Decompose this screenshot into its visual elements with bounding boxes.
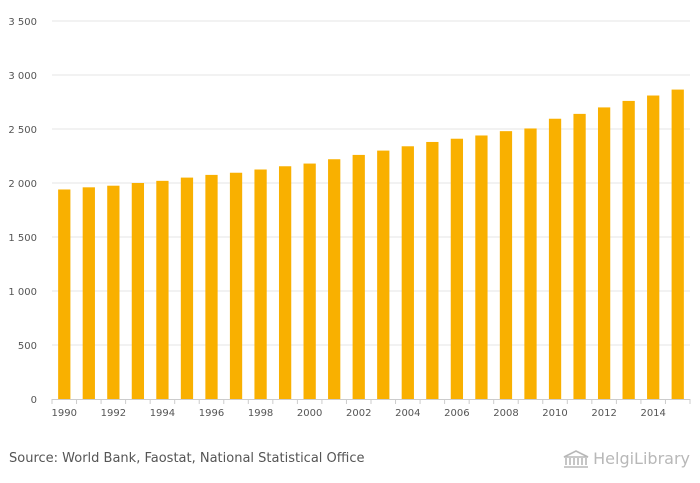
bar: [180, 177, 194, 399]
x-tick-label: 2000: [297, 408, 322, 419]
x-tick-label: 2010: [542, 408, 567, 419]
bar: [401, 146, 414, 399]
x-tick-label: 2008: [493, 408, 518, 419]
x-tick-label: 2002: [346, 408, 371, 419]
y-tick-label: 0: [31, 395, 37, 406]
bar: [82, 187, 95, 399]
bar: [499, 131, 513, 399]
bar: [254, 169, 267, 399]
bar: [107, 185, 120, 399]
y-tick-label: 2 000: [8, 179, 37, 190]
bar: [622, 100, 635, 400]
x-tick-label: 1998: [248, 408, 273, 419]
x-tick-label: 1992: [101, 408, 126, 419]
x-tick-label: 1996: [199, 408, 224, 419]
bar: [548, 118, 562, 400]
y-tick-label: 3 500: [8, 17, 37, 28]
logo-text: HelgiLibrary: [593, 449, 690, 468]
bar: [131, 183, 145, 399]
helgilibrary-logo[interactable]: HelgiLibrary: [563, 449, 690, 468]
bar: [524, 128, 537, 399]
y-tick-label: 1 500: [8, 233, 37, 244]
bar: [328, 159, 341, 399]
x-tick-label: 2014: [640, 408, 665, 419]
bar: [352, 154, 365, 399]
y-tick-label: 500: [18, 341, 37, 352]
y-tick-label: 3 000: [8, 71, 37, 82]
y-tick-label: 1 000: [8, 287, 37, 298]
bar-chart: 0 500 1 000 1 500 2 000 2 500 3 000 3 500 1990 19…: [8, 17, 691, 419]
bar: [303, 163, 316, 399]
bar: [278, 166, 292, 399]
bar: [671, 89, 684, 399]
x-tick-label: 2006: [444, 408, 469, 419]
y-tick-label: 2 500: [8, 125, 37, 136]
source-note: Source: World Bank, Faostat, National St…: [9, 451, 365, 466]
bar: [58, 189, 71, 399]
bar: [377, 150, 390, 399]
bar: [597, 107, 611, 400]
bar: [156, 180, 169, 399]
x-tick-label: 1994: [150, 408, 175, 419]
bar: [426, 141, 439, 399]
bar: [475, 135, 488, 400]
x-tick-label: 2012: [591, 408, 616, 419]
bar: [573, 113, 586, 399]
x-tick-label: 1990: [52, 408, 77, 419]
bar: [647, 95, 660, 400]
bar: [229, 172, 243, 399]
library-building-icon: [563, 449, 589, 468]
x-tick-label: 2004: [395, 408, 420, 419]
bar: [205, 174, 218, 399]
bar: [450, 138, 464, 399]
